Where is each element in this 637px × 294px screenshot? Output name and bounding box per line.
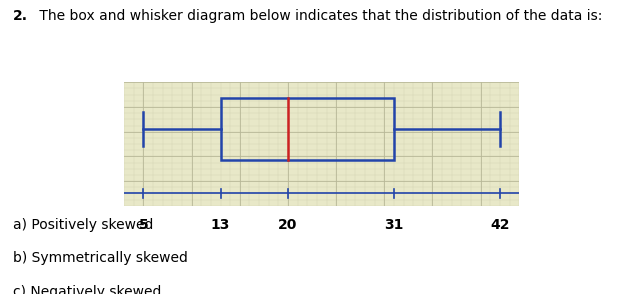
Text: 5: 5 — [139, 218, 148, 232]
Text: 42: 42 — [490, 218, 510, 232]
Bar — [220, 98, 394, 160]
Text: b) Symmetrically skewed: b) Symmetrically skewed — [13, 251, 188, 265]
Text: 20: 20 — [278, 218, 297, 232]
Text: 13: 13 — [211, 218, 230, 232]
Text: The box and whisker diagram below indicates that the distribution of the data is: The box and whisker diagram below indica… — [35, 9, 603, 23]
Text: 2.: 2. — [13, 9, 28, 23]
Text: c) Negatively skewed: c) Negatively skewed — [13, 285, 161, 294]
Text: 31: 31 — [384, 218, 404, 232]
Text: a) Positively skewed: a) Positively skewed — [13, 218, 153, 232]
